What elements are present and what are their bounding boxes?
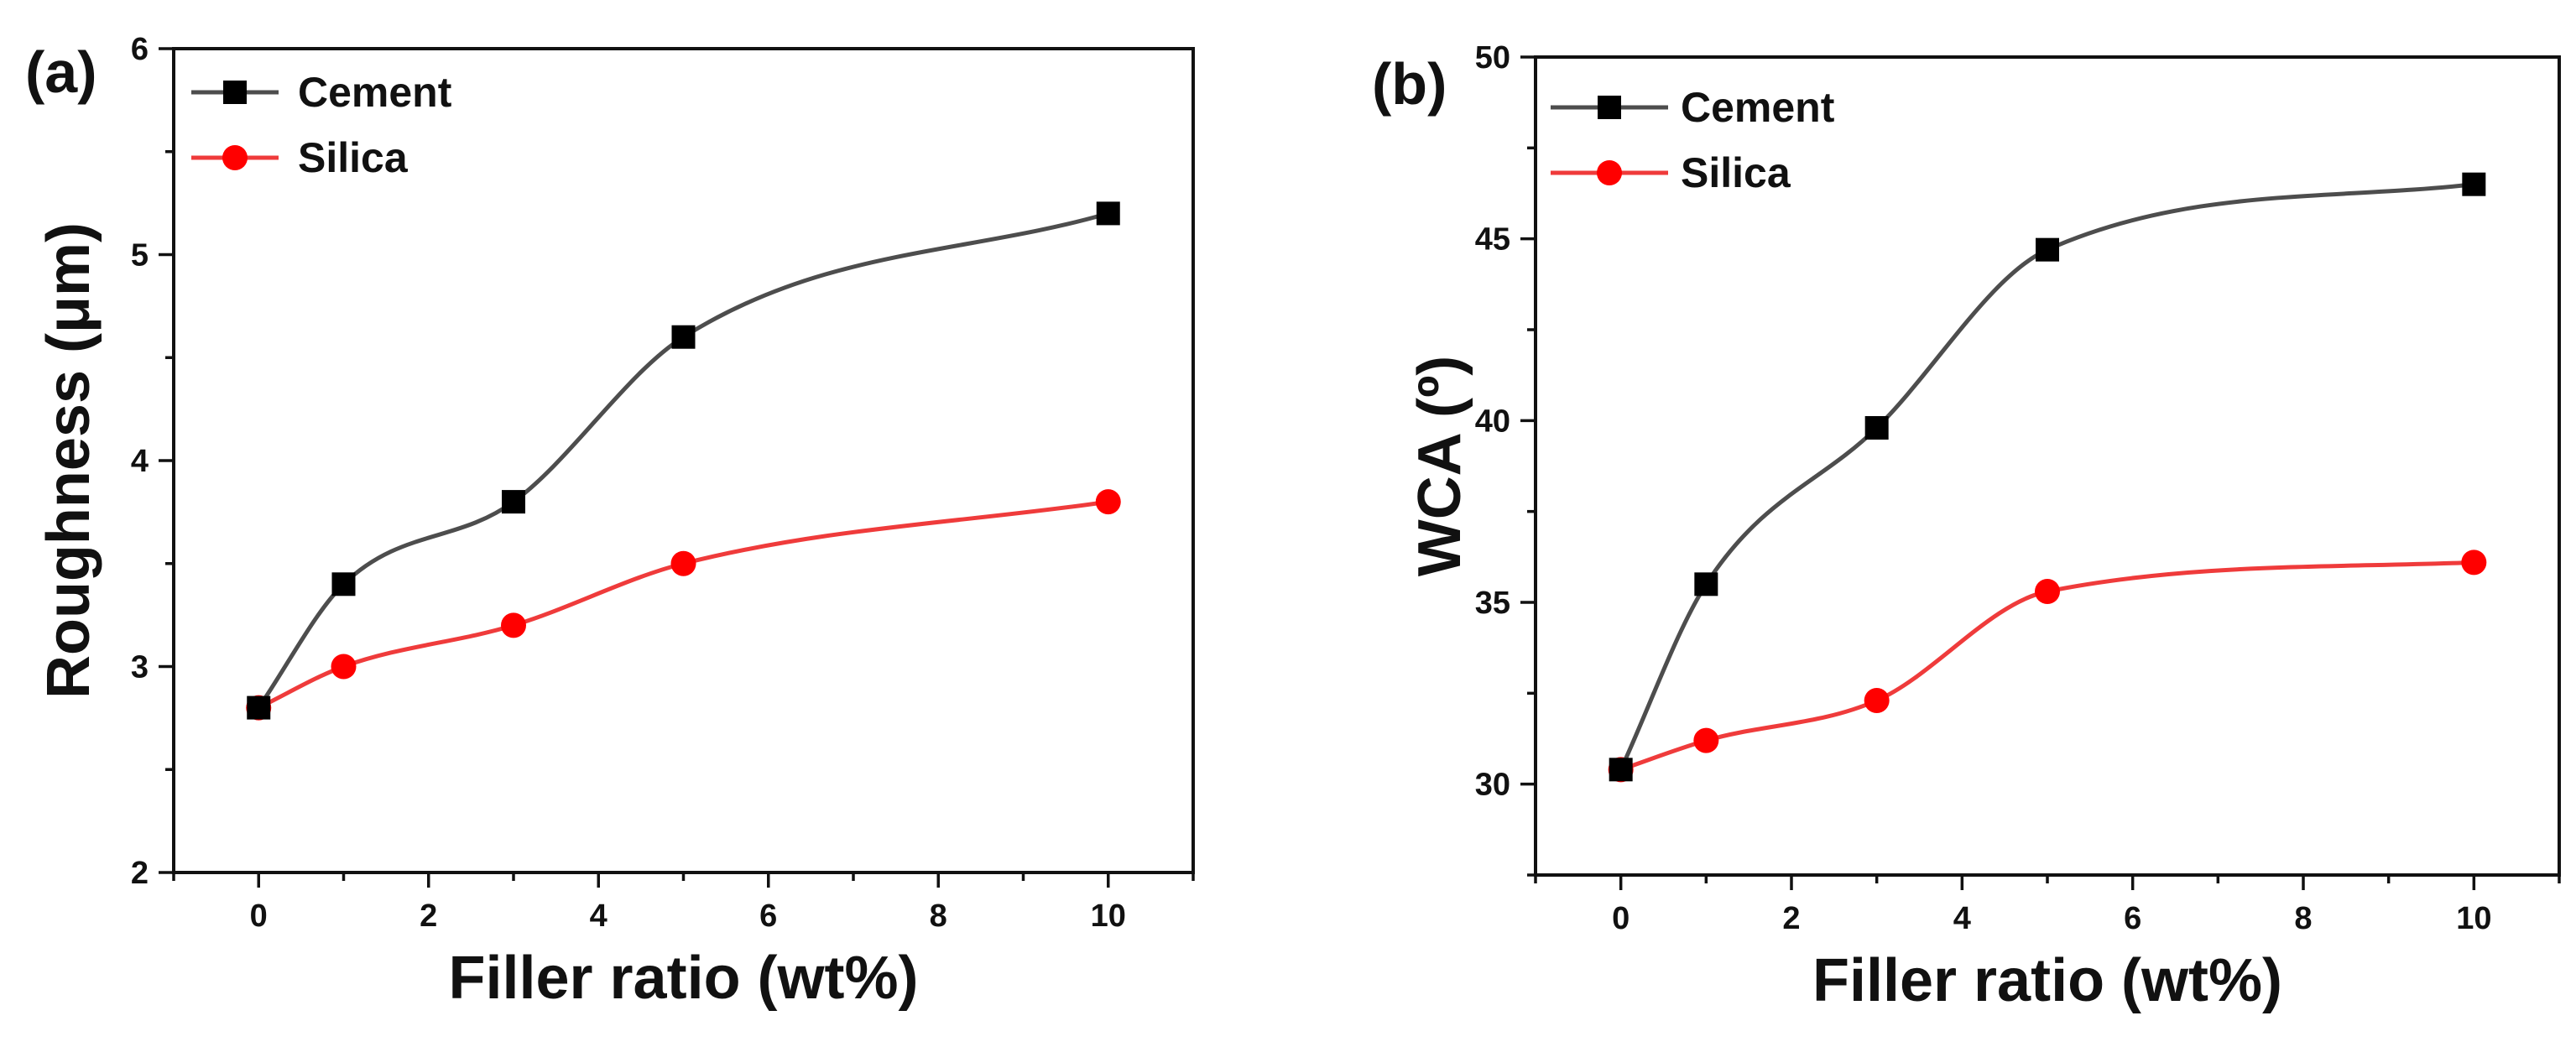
- panel-a-legend-cement-label: Cement: [298, 69, 452, 116]
- panel-b-chart: 0 2 4 6 8 10 30 35 40 45 50 Filler ratio (wt%) WCA (…: [1372, 40, 2561, 1014]
- panel-a-cement-point: [331, 572, 356, 596]
- panel-a-y-tick-label: 3: [131, 650, 149, 685]
- panel-b-legend-cement-marker: [1598, 96, 1621, 119]
- panel-a-silica-point: [331, 654, 357, 680]
- panel-b-cement-point: [1609, 758, 1633, 782]
- panel-a-x-tick-label: 8: [930, 899, 947, 934]
- panel-b-y-tick-label: 40: [1475, 404, 1510, 439]
- panel-a-silica-point: [501, 612, 526, 638]
- panel-b-cement-point: [1864, 416, 1889, 440]
- panel-b-silica-point: [2035, 579, 2060, 604]
- panel-a-x-tick-label: 2: [420, 899, 437, 934]
- panel-b-silica-point: [2461, 550, 2487, 576]
- panel-a-x-tick-label: 0: [250, 899, 268, 934]
- panel-a-legend-cement-marker: [223, 81, 247, 104]
- panel-a-silica-point: [670, 550, 696, 576]
- panel-b-legend: Cement Silica: [1551, 84, 1835, 196]
- panel-a-silica-point: [1095, 489, 1121, 515]
- panel-b-legend-silica-label: Silica: [1681, 149, 1791, 196]
- panel-a-x-axis: 0 2 4 6 8 10: [172, 872, 1195, 934]
- panel-b-y-tick-label: 35: [1475, 586, 1510, 621]
- panel-a-cement-line: [257, 211, 1109, 710]
- panel-a-x-axis-title: Filler ratio (wt%): [448, 945, 918, 1012]
- panel-b-series-cement: [1609, 172, 2486, 782]
- panel-a-legend-silica-marker: [222, 145, 248, 170]
- panel-a-label: (a): [25, 39, 97, 105]
- panel-b-y-axis-title: WCA (º): [1406, 356, 1473, 577]
- panel-b-x-tick-label: 0: [1612, 901, 1630, 936]
- panel-a-legend-silica-label: Silica: [298, 134, 409, 181]
- panel-b-silica-point: [1864, 688, 1890, 713]
- panel-a-series-cement: [247, 201, 1120, 720]
- panel-b-legend-silica-marker: [1597, 160, 1622, 185]
- panel-b-x-tick-label: 4: [1953, 901, 1971, 936]
- panel-a-x-tick-label: 4: [590, 899, 607, 934]
- panel-b-cement-point: [2462, 172, 2486, 196]
- panel-b-series-silica: [1608, 550, 2487, 783]
- panel-a-cement-point: [502, 490, 525, 514]
- panel-b-x-tick-label: 8: [2294, 901, 2312, 936]
- panel-a-y-tick-label: 2: [131, 856, 149, 891]
- panel-b-x-axis: 0 2 4 6 8 10: [1534, 875, 2561, 936]
- panel-a-cement-point: [1096, 201, 1120, 226]
- panel-b-label: (b): [1372, 51, 1447, 117]
- panel-b-x-tick-label: 2: [1782, 901, 1800, 936]
- panel-b-silica-point: [1693, 727, 1719, 753]
- panel-a-y-tick-label: 5: [131, 238, 149, 273]
- panel-a-silica-line: [258, 499, 1109, 710]
- panel-b-cement-point: [1694, 572, 1718, 596]
- panel-a-x-tick-label: 6: [759, 899, 777, 934]
- panel-b-y-axis: 30 35 40 45 50: [1475, 40, 1536, 877]
- panel-a-y-tick-label: 4: [131, 444, 149, 479]
- panel-b-x-tick-label: 10: [2456, 901, 2491, 936]
- panel-a-cement-point: [671, 325, 696, 349]
- panel-a-x-tick-label: 10: [1091, 899, 1126, 934]
- panel-b-cement-point: [2036, 237, 2059, 262]
- panel-a-y-axis: 2 3 4 5 6: [131, 32, 174, 891]
- panel-a-chart: 0 2 4 6 8 10 2 3 4 5 6 Filler ratio (wt%) Roughness …: [25, 32, 1195, 1012]
- panel-b-legend-cement-label: Cement: [1681, 84, 1835, 131]
- panel-a-y-tick-label: 6: [131, 32, 149, 67]
- panel-a-series-silica: [246, 489, 1121, 721]
- panel-a-legend: Cement Silica: [191, 69, 452, 181]
- panel-b-y-tick-label: 45: [1475, 222, 1510, 258]
- panel-b-x-axis-title: Filler ratio (wt%): [1812, 947, 2282, 1014]
- panel-b-y-tick-label: 30: [1475, 768, 1510, 803]
- panel-a-cement-point: [247, 695, 271, 720]
- panel-a-y-axis-title: Roughness (μm): [35, 222, 102, 699]
- panel-b-x-tick-label: 6: [2124, 901, 2141, 936]
- panel-b-y-tick-label: 50: [1475, 40, 1510, 76]
- panel-b-cement-line: [1619, 182, 2474, 771]
